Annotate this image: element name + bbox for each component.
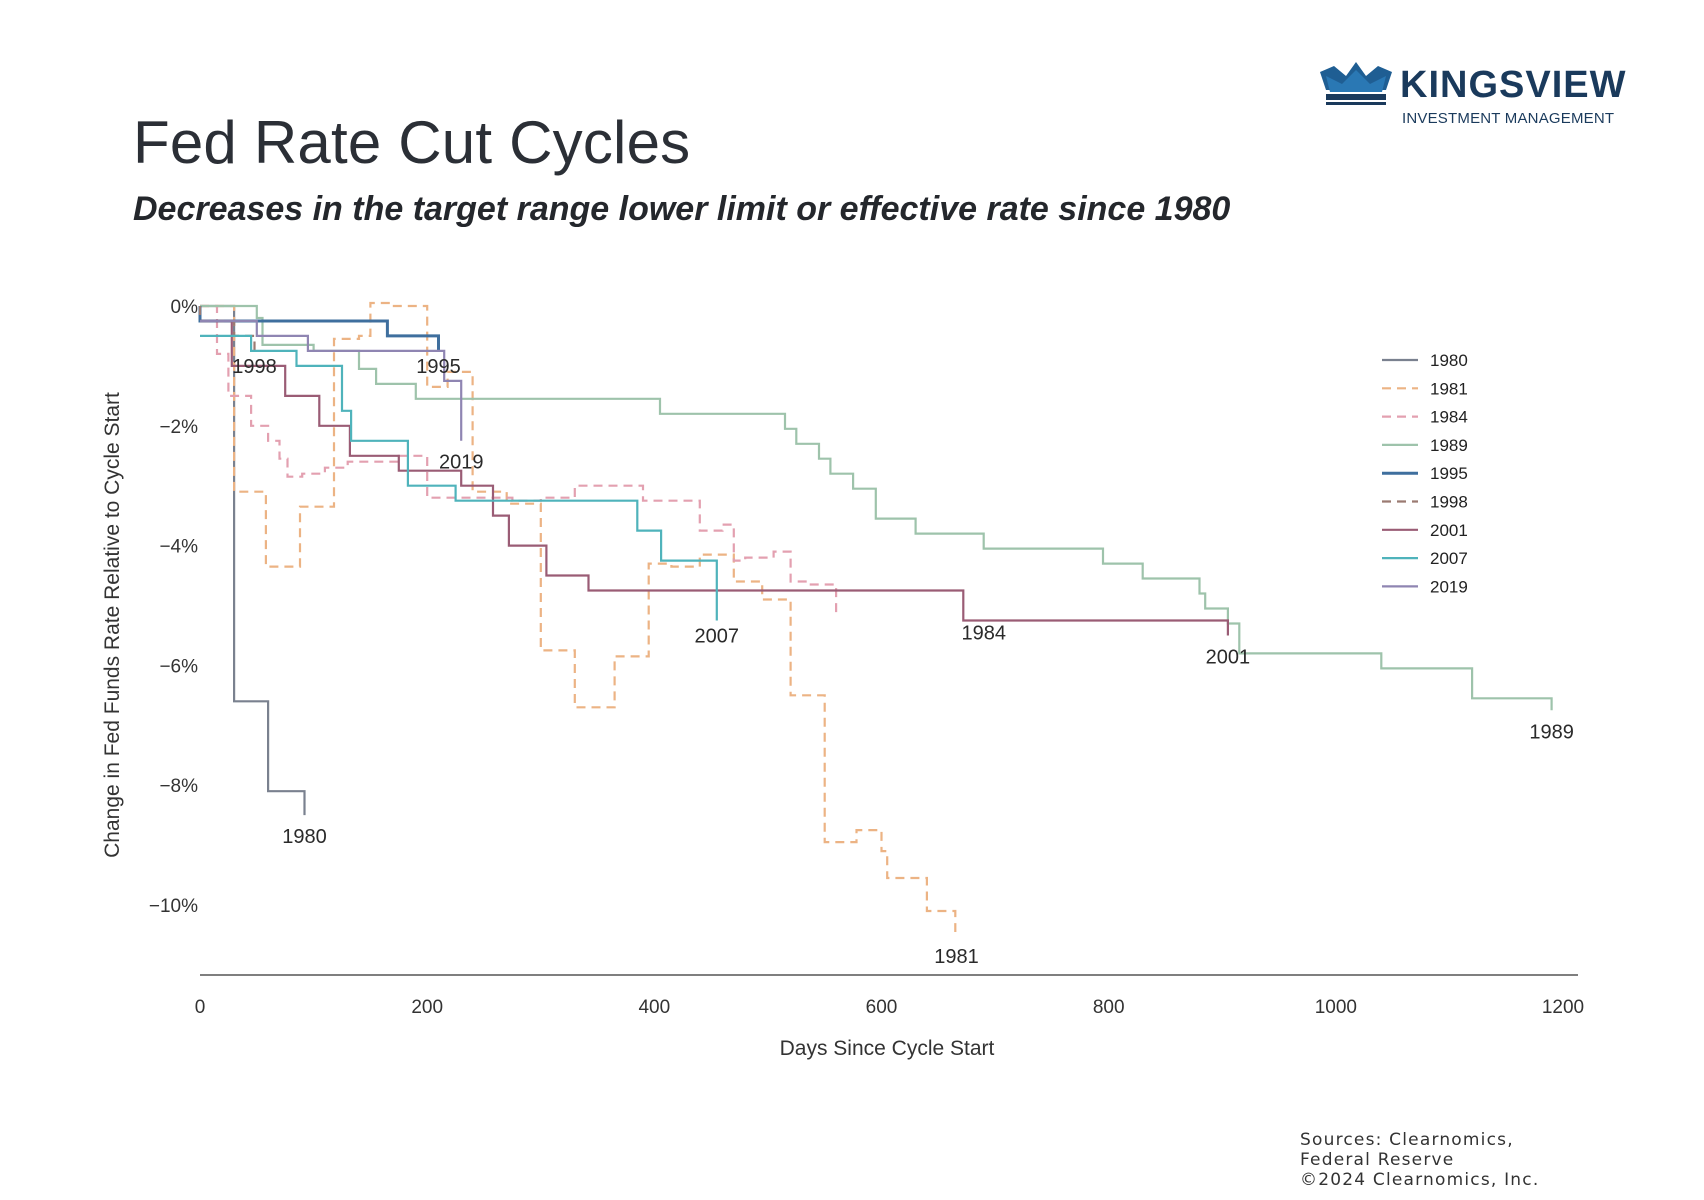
legend-label-1995: 1995 bbox=[1430, 464, 1468, 483]
x-tick-label: 200 bbox=[411, 997, 443, 1018]
legend-label-1989: 1989 bbox=[1430, 436, 1468, 455]
legend-label-2001: 2001 bbox=[1430, 521, 1468, 540]
end-label-2007: 2007 bbox=[695, 625, 740, 647]
end-label-1980: 1980 bbox=[282, 826, 327, 848]
sources-line-2: Federal Reserve bbox=[1300, 1150, 1455, 1170]
end-label-1989: 1989 bbox=[1529, 721, 1574, 743]
series-line-1995 bbox=[198, 306, 440, 351]
series-line-2007 bbox=[200, 334, 718, 621]
sources-line-1: Sources: Clearnomics, bbox=[1300, 1130, 1514, 1150]
x-tick-label: 600 bbox=[866, 997, 898, 1018]
end-label-1984: 1984 bbox=[961, 622, 1006, 644]
y-axis-title: Change in Fed Funds Rate Relative to Cyc… bbox=[101, 392, 124, 858]
x-tick-label: 1000 bbox=[1315, 997, 1357, 1018]
end-label-1981: 1981 bbox=[934, 946, 979, 968]
chart-title: Fed Rate Cut Cycles bbox=[133, 109, 691, 176]
legend-label-2019: 2019 bbox=[1430, 577, 1468, 596]
x-tick-label: 0 bbox=[195, 997, 206, 1018]
end-label-1998: 1998 bbox=[232, 356, 277, 378]
x-tick-label: 800 bbox=[1093, 997, 1125, 1018]
series-line-1981 bbox=[200, 301, 957, 932]
x-tick-label: 400 bbox=[638, 997, 670, 1018]
crown-front-shape bbox=[1326, 70, 1386, 92]
y-tick-label: −6% bbox=[159, 656, 198, 677]
axes-layer: 0 200 400 600 800 1000 1200 0% −2% −4% −6% −8% −10% D… bbox=[101, 297, 1584, 1060]
crown-icon bbox=[1320, 62, 1392, 105]
y-tick-label: −2% bbox=[159, 417, 198, 438]
end-label-1995: 1995 bbox=[416, 356, 461, 378]
series-layer bbox=[198, 301, 1553, 932]
rate-cut-chart: 0 200 400 600 800 1000 1200 0% −2% −4% −6% −8% −10% D… bbox=[101, 297, 1584, 1060]
legend-label-1984: 1984 bbox=[1430, 408, 1468, 427]
x-tick-label: 1200 bbox=[1542, 997, 1584, 1018]
series-line-1989 bbox=[200, 304, 1553, 711]
x-axis-title: Days Since Cycle Start bbox=[780, 1037, 995, 1060]
sources-note: Sources: Clearnomics, Federal Reserve ©2… bbox=[1300, 1130, 1539, 1190]
logo-name: KINGSVIEW bbox=[1400, 64, 1627, 106]
series-line-1980 bbox=[200, 304, 306, 816]
logo-tagline: INVESTMENT MANAGEMENT bbox=[1402, 110, 1615, 127]
series-line-2019 bbox=[200, 319, 463, 441]
legend: 1980 1981 1984 1989 1995 1998 2001 2007 2019 bbox=[1382, 351, 1468, 596]
y-tick-label: −4% bbox=[159, 537, 198, 558]
series-end-labels: 1980 1981 1984 1989 1995 1998 2001 2007 2019 bbox=[232, 356, 1574, 968]
y-tick-label: −10% bbox=[149, 896, 198, 917]
series-line-1998 bbox=[198, 306, 256, 351]
legend-label-1998: 1998 bbox=[1430, 493, 1468, 512]
kingsview-logo: KINGSVIEW INVESTMENT MANAGEMENT bbox=[1320, 58, 1625, 128]
end-label-2001: 2001 bbox=[1206, 646, 1251, 668]
series-line-2001 bbox=[200, 319, 1229, 636]
end-label-2019: 2019 bbox=[439, 452, 484, 474]
y-tick-label: −8% bbox=[159, 776, 198, 797]
crown-band-shape bbox=[1326, 94, 1386, 100]
chart-subtitle: Decreases in the target range lower limi… bbox=[133, 190, 1231, 228]
sources-line-3: ©2024 Clearnomics, Inc. bbox=[1300, 1170, 1540, 1190]
legend-label-1980: 1980 bbox=[1430, 351, 1468, 370]
y-tick-label: 0% bbox=[171, 297, 199, 318]
legend-label-2007: 2007 bbox=[1430, 549, 1468, 568]
crown-base-shape bbox=[1326, 102, 1386, 105]
series-line-1984 bbox=[200, 304, 838, 615]
legend-label-1981: 1981 bbox=[1430, 379, 1468, 398]
